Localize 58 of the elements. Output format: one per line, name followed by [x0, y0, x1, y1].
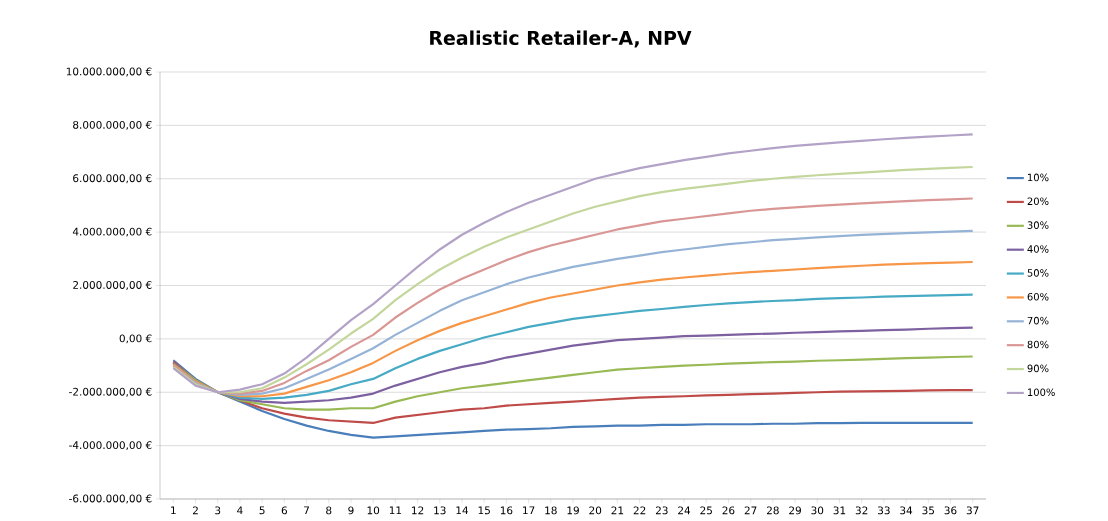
x-tick-label: 23: [655, 506, 668, 515]
x-tick-label: 20: [589, 506, 602, 515]
x-tick-label: 30: [811, 506, 824, 515]
legend-label: 90%: [1027, 364, 1049, 373]
x-tick-label: 1: [171, 506, 176, 515]
x-tick-label: 21: [611, 506, 624, 515]
legend-label: 100%: [1028, 388, 1055, 397]
y-tick-label: -6.000.000,00 €: [69, 494, 152, 504]
x-tick-label: 16: [500, 506, 513, 515]
x-tick-label: 3: [215, 506, 221, 515]
x-tick-label: 37: [966, 506, 979, 515]
y-tick-label: 4.000.000,00 €: [72, 227, 152, 237]
legend-label: 50%: [1027, 269, 1049, 277]
y-tick-label: -2.000.000,00 €: [69, 387, 152, 397]
y-tick-label: 0,00 €: [119, 334, 152, 344]
x-tick-label: 6: [281, 506, 287, 515]
x-tick-label: 27: [744, 506, 757, 515]
x-tick-label: 2: [192, 506, 198, 515]
legend-label: 20%: [1027, 197, 1049, 206]
legend-label: 60%: [1027, 292, 1049, 301]
y-tick-label: 6.000.000,00 €: [73, 174, 152, 184]
x-tick-label: 14: [456, 506, 469, 515]
line-series: [172, 260, 974, 398]
x-tick-label: 24: [678, 506, 691, 515]
x-tick-label: 7: [304, 506, 309, 515]
x-tick-label: 13: [434, 506, 446, 515]
x-tick-label: 34: [900, 506, 913, 515]
x-tick-label: 35: [922, 506, 935, 515]
x-tick-label: 31: [833, 506, 846, 515]
x-tick-label: 19: [567, 506, 579, 515]
x-tick-label: 32: [855, 506, 868, 515]
legend-label: 40%: [1027, 245, 1049, 253]
y-tick-label: -4.000.000,00 €: [69, 441, 152, 451]
legend-label: 80%: [1027, 340, 1049, 349]
x-tick-label: 22: [633, 506, 646, 515]
x-tick-label: 9: [348, 506, 354, 515]
x-tick-label: 18: [545, 506, 557, 515]
chart-title: Realistic Retailer-A, NPV: [430, 30, 692, 48]
x-tick-label: 12: [412, 506, 424, 515]
x-tick-label: 36: [944, 506, 957, 515]
x-tick-label: 29: [789, 506, 801, 515]
legend-label: 30%: [1027, 221, 1049, 229]
y-tick-label: 10.000.000,00 €: [66, 67, 152, 77]
legend-label: 10%: [1028, 173, 1049, 182]
y-tick-label: 2.000.000,00 €: [73, 281, 152, 290]
x-tick-label: 11: [389, 506, 402, 515]
x-tick-label: 33: [878, 506, 890, 515]
x-tick-label: 28: [766, 506, 779, 515]
x-tick-label: 10: [367, 506, 380, 515]
x-tick-label: 15: [478, 506, 490, 515]
x-tick-label: 25: [700, 506, 712, 515]
x-tick-label: 8: [326, 506, 332, 515]
x-tick-label: 5: [259, 506, 265, 515]
x-tick-label: 17: [523, 506, 535, 515]
legend-label: 70%: [1027, 316, 1049, 325]
y-tick-label: 8.000.000,00 €: [73, 120, 152, 130]
x-tick-label: 26: [722, 506, 735, 515]
x-tick-label: 4: [237, 506, 243, 515]
